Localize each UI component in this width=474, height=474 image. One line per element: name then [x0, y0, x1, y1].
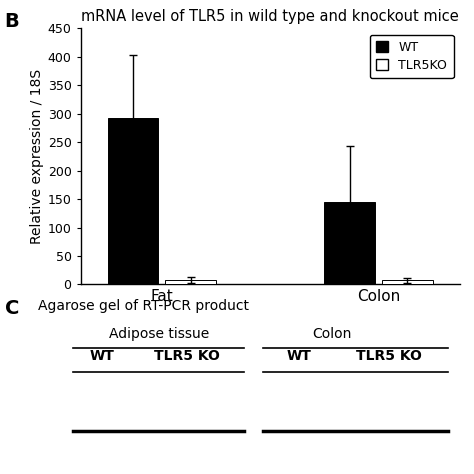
Text: WT: WT [286, 348, 311, 363]
Text: WT: WT [90, 348, 114, 363]
Bar [382, 281, 433, 284]
Bar [324, 202, 375, 284]
Text: Colon: Colon [312, 327, 352, 341]
Text: TLR5 KO: TLR5 KO [155, 348, 220, 363]
Text: TLR5 KO: TLR5 KO [356, 348, 421, 363]
Text: Adipose tissue: Adipose tissue [109, 327, 209, 341]
Text: Agarose gel of RT-PCR product: Agarose gel of RT-PCR product [38, 299, 249, 313]
Title: mRNA level of TLR5 in wild type and knockout mice: mRNA level of TLR5 in wild type and knoc… [82, 9, 459, 25]
Bar [108, 118, 158, 284]
Text: B: B [5, 12, 19, 31]
Bar [165, 280, 216, 284]
Text: C: C [5, 299, 19, 318]
Y-axis label: Relative expression / 18S: Relative expression / 18S [29, 69, 44, 244]
Legend: WT, TLR5KO: WT, TLR5KO [370, 35, 454, 78]
